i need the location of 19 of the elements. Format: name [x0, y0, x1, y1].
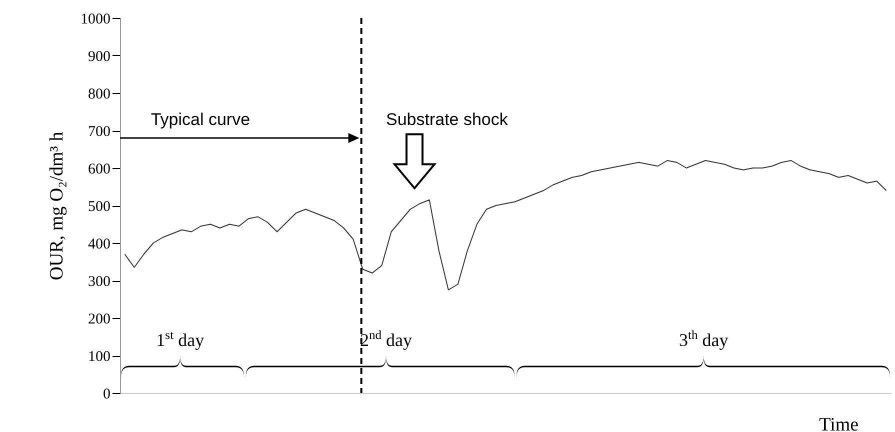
y-axis-title: OUR, mg O₂/dm³ h: [46, 131, 68, 280]
y-tick-label: 400: [88, 236, 110, 252]
y-tick-label: 100: [88, 349, 110, 365]
y-tick-label: 600: [88, 162, 110, 178]
y-tick-label: 900: [88, 49, 110, 65]
line-series: [124, 160, 887, 290]
text: Time: [819, 414, 859, 432]
y-tick-label: 1000: [80, 12, 110, 28]
y-tick-label: 300: [88, 274, 110, 290]
annotation: 2$^{nd}$ day: [360, 328, 412, 350]
y-tick-label: 800: [88, 86, 110, 102]
annotation: 3$^{th}$ day: [679, 328, 728, 350]
annotation: Typical curve: [150, 110, 250, 129]
y-tick-label: 200: [88, 312, 110, 328]
y-tick-label: 500: [88, 199, 110, 215]
y-tick-label: 0: [103, 386, 110, 402]
annotation: 1$^{st}$ day: [156, 328, 204, 350]
y-tick-label: 700: [88, 124, 110, 140]
annotation: Substrate shock: [386, 110, 508, 129]
